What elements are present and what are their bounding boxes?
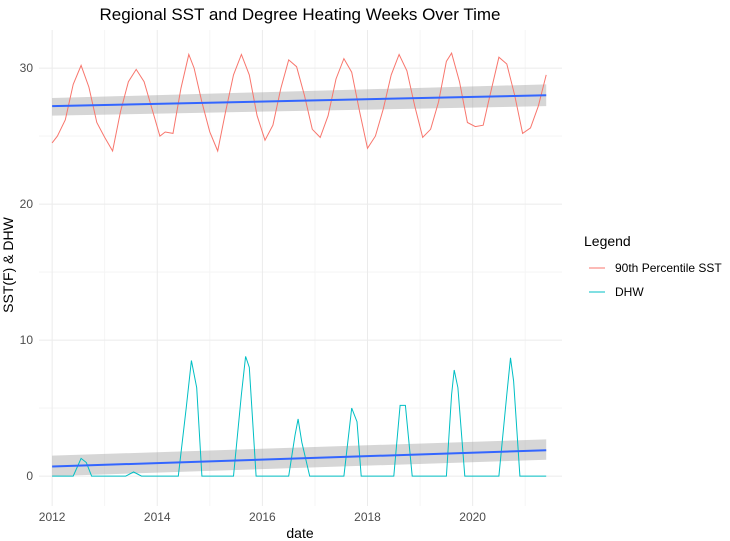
x-axis-ticks: 2012 2014 2016 2018 2020 xyxy=(39,510,487,524)
series-line-0 xyxy=(51,51,547,153)
trend-lines xyxy=(52,94,547,468)
legend: Legend 90th Percentile SST DHW xyxy=(584,233,722,301)
series-lines xyxy=(51,51,547,477)
y-axis-ticks: 0 10 20 30 xyxy=(20,61,34,483)
trend-line-0 xyxy=(52,94,547,108)
series-line-1 xyxy=(52,356,547,477)
confidence-bands xyxy=(52,84,547,477)
legend-label-0: 90th Percentile SST xyxy=(615,261,722,275)
chart-title: Regional SST and Degree Heating Weeks Ov… xyxy=(100,5,501,24)
x-tick-label: 2012 xyxy=(39,510,66,524)
legend-title: Legend xyxy=(584,233,631,249)
x-tick-label: 2018 xyxy=(354,510,381,524)
y-tick-label: 10 xyxy=(20,333,34,347)
y-tick-label: 0 xyxy=(26,469,33,483)
y-axis-label: SST(F) & DHW xyxy=(0,216,16,312)
y-tick-label: 30 xyxy=(20,61,34,75)
y-tick-label: 20 xyxy=(20,197,34,211)
x-axis-label: date xyxy=(286,525,313,541)
trend-line-1 xyxy=(52,449,547,468)
legend-label-1: DHW xyxy=(615,285,644,299)
x-tick-label: 2014 xyxy=(144,510,171,524)
x-tick-label: 2020 xyxy=(459,510,486,524)
x-tick-label: 2016 xyxy=(249,510,276,524)
